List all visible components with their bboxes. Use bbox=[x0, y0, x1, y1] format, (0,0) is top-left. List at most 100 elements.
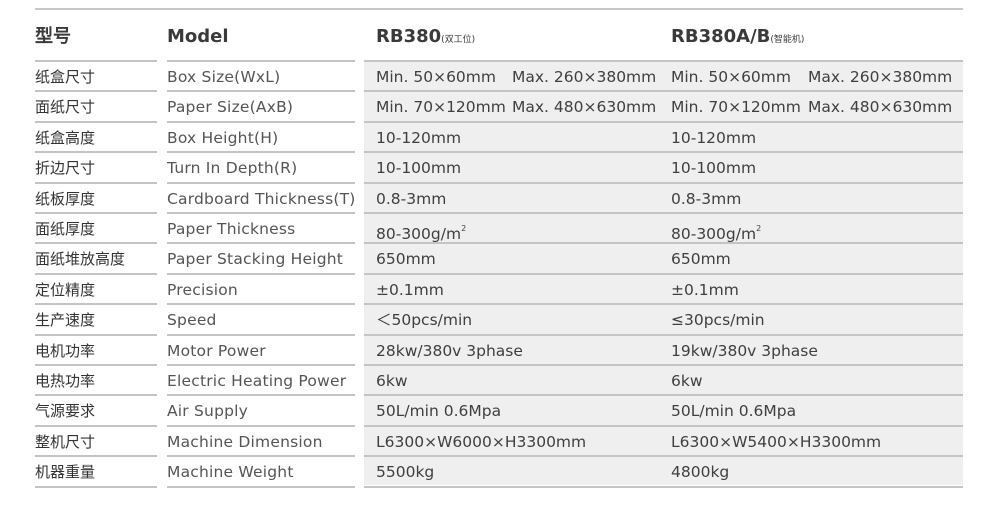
header-rb380: RB380(双工位) bbox=[376, 22, 475, 52]
values: ＜50pcs/min ≤30pcs/min bbox=[364, 303, 963, 335]
model-note: (智能机) bbox=[770, 35, 805, 45]
table-row: 纸盒尺寸 Box Size(WxL) Min. 50×60mm Max. 260×38… bbox=[0, 60, 1000, 92]
label-cn: 纸盒尺寸 bbox=[35, 60, 157, 90]
label-en: Box Size(WxL) bbox=[167, 60, 355, 90]
label-en: Machine Weight bbox=[167, 455, 355, 485]
bottom-rule bbox=[35, 486, 157, 488]
value-rb380: 10-120mm bbox=[376, 123, 461, 153]
value-text: 80-300g/m bbox=[376, 224, 462, 243]
value-rb380ab: 4800kg bbox=[671, 457, 729, 487]
value-rb380: 28kw/380v 3phase bbox=[376, 336, 523, 366]
label-cn: 气源要求 bbox=[35, 394, 157, 424]
value-rb380ab: L6300×W5400×H3300mm bbox=[671, 427, 881, 457]
value-rb380ab: 6kw bbox=[671, 366, 703, 396]
label-cn: 纸板厚度 bbox=[35, 181, 157, 212]
table-row: 纸板厚度 Cardboard Thickness(T) 0.8-3mm 0.8-3mm bbox=[0, 181, 1000, 214]
label-en: Motor Power bbox=[167, 333, 355, 364]
value-rb380: ±0.1mm bbox=[376, 275, 444, 305]
value-rb380: 10-100mm bbox=[376, 153, 461, 183]
value-text: 4800kg bbox=[671, 463, 730, 482]
spec-table: 纸盒尺寸 Box Size(WxL) Min. 50×60mm Max. 260×38… bbox=[0, 60, 1000, 487]
value-text: ≤30pcs/min bbox=[671, 311, 765, 330]
table-row: 整机尺寸 Machine Dimension L6300×W6000×H3300mm… bbox=[0, 424, 1000, 457]
values: Min. 50×60mm Max. 260×380mm Min. 50×60mm Ma… bbox=[364, 60, 963, 92]
label-cn: 定位精度 bbox=[35, 272, 157, 303]
value-rb380ab: 10-120mm bbox=[671, 123, 756, 153]
value-text: Min. 50×60mm bbox=[671, 68, 791, 86]
value-rb380ab: Min. 50×60mm bbox=[671, 62, 791, 92]
superscript: 2 bbox=[756, 223, 762, 233]
label-en: Box Height(H) bbox=[167, 120, 355, 151]
label-cn: 纸盒高度 bbox=[35, 120, 157, 151]
value-text: 6kw bbox=[376, 371, 408, 390]
value-rb380: L6300×W6000×H3300mm bbox=[376, 427, 586, 457]
value-rb380: Min. 70×120mm bbox=[376, 92, 506, 122]
label-cn: 面纸尺寸 bbox=[35, 90, 157, 120]
value-rb380ab-max: Max. 480×630mm bbox=[808, 98, 953, 117]
label-en: Paper Size(AxB) bbox=[167, 90, 355, 120]
value-text: 5500kg bbox=[376, 463, 435, 482]
label-en: Speed bbox=[167, 303, 355, 333]
values: 10-100mm 10-100mm bbox=[364, 151, 963, 183]
value-rb380: 80-300g/m2 bbox=[376, 214, 466, 249]
values: Min. 70×120mm Max. 480×630mm Min. 70×120mm… bbox=[364, 90, 963, 122]
label-cn: 面纸堆放高度 bbox=[35, 242, 157, 272]
superscript: 2 bbox=[461, 223, 467, 233]
value-rb380: 650mm bbox=[376, 244, 436, 274]
values: ±0.1mm ±0.1mm bbox=[364, 272, 963, 305]
value-text: 80-300g/m bbox=[671, 224, 757, 243]
values: 10-120mm 10-120mm bbox=[364, 120, 963, 153]
values: 6kw 6kw bbox=[364, 363, 963, 396]
value-text: 10-100mm bbox=[671, 159, 757, 178]
value-rb380ab: 650mm bbox=[671, 244, 731, 274]
label-en: Electric Heating Power bbox=[167, 363, 355, 394]
table-row: 纸盒高度 Box Height(H) 10-120mm 10-120mm bbox=[0, 120, 1000, 153]
value-rb380: ＜50pcs/min bbox=[376, 305, 472, 335]
value-text: L6300×W5400×H3300mm bbox=[671, 432, 882, 451]
top-rule bbox=[35, 8, 963, 10]
header-cn: 型号 bbox=[35, 26, 71, 47]
value-rb380ab: ±0.1mm bbox=[671, 275, 739, 305]
value-text: L6300×W6000×H3300mm bbox=[376, 432, 587, 451]
value-rb380ab: 0.8-3mm bbox=[671, 184, 741, 214]
value-rb380ab-max: Max. 260×380mm bbox=[808, 68, 953, 86]
label-cn: 生产速度 bbox=[35, 303, 157, 333]
label-en: Air Supply bbox=[167, 394, 355, 424]
value-text: 650mm bbox=[376, 250, 436, 269]
label-en: Machine Dimension bbox=[167, 424, 355, 455]
label-en: Paper Thickness bbox=[167, 211, 355, 242]
value-rb380-max: Max. 480×630mm bbox=[512, 98, 657, 117]
value-rb380ab: 50L/min 0.6Mpa bbox=[671, 396, 796, 426]
label-cn: 面纸厚度 bbox=[35, 211, 157, 242]
value-text: 0.8-3mm bbox=[671, 189, 742, 208]
table-row: 生产速度 Speed ＜50pcs/min ≤30pcs/min bbox=[0, 303, 1000, 335]
value-text: 10-120mm bbox=[376, 128, 462, 147]
model-name: RB380 bbox=[376, 26, 442, 47]
value-rb380ab: 80-300g/m2 bbox=[671, 214, 761, 249]
values: 5500kg 4800kg bbox=[364, 455, 963, 487]
header-model: Model bbox=[167, 26, 229, 47]
values: 50L/min 0.6Mpa 50L/min 0.6Mpa bbox=[364, 394, 963, 426]
table-row: 机器重量 Machine Weight 5500kg 4800kg bbox=[0, 455, 1000, 487]
value-text: Min. 70×120mm bbox=[376, 98, 506, 117]
label-en: Turn In Depth(R) bbox=[167, 151, 355, 181]
table-row: 面纸厚度 Paper Thickness 80-300g/m2 80-300g/m2 bbox=[0, 211, 1000, 243]
label-cn: 机器重量 bbox=[35, 455, 157, 485]
value-text: 28kw/380v 3phase bbox=[376, 341, 523, 360]
value-rb380: 5500kg bbox=[376, 457, 434, 487]
value-text: 10-100mm bbox=[376, 159, 462, 178]
value-rb380ab: 10-100mm bbox=[671, 153, 756, 183]
value-text: 6kw bbox=[671, 371, 703, 390]
table-row: 面纸尺寸 Paper Size(AxB) Min. 70×120mm Max. 480… bbox=[0, 90, 1000, 122]
label-cn: 整机尺寸 bbox=[35, 424, 157, 455]
value-text: ±0.1mm bbox=[376, 280, 444, 299]
model-note: (双工位) bbox=[441, 35, 476, 45]
value-rb380: 6kw bbox=[376, 366, 408, 396]
value-rb380ab: 19kw/380v 3phase bbox=[671, 336, 818, 366]
value-text: 650mm bbox=[671, 250, 731, 269]
bottom-rule bbox=[167, 486, 355, 488]
values: 0.8-3mm 0.8-3mm bbox=[364, 181, 963, 214]
value-text: Min. 70×120mm bbox=[671, 98, 801, 117]
bottom-rule bbox=[364, 486, 963, 488]
table-row: 气源要求 Air Supply 50L/min 0.6Mpa 50L/min 0.6M… bbox=[0, 394, 1000, 426]
